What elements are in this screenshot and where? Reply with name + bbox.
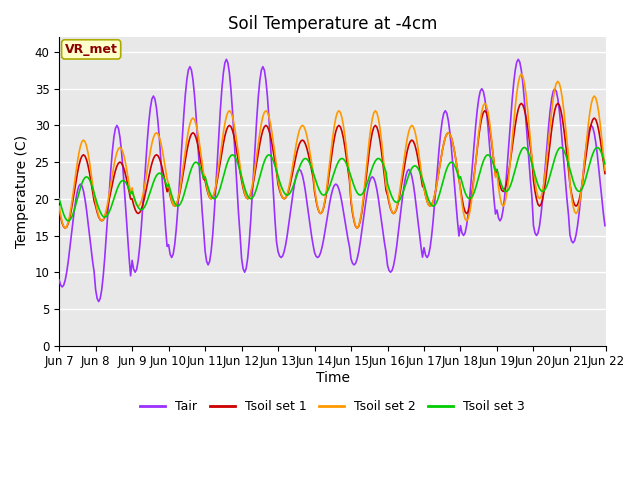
Text: VR_met: VR_met	[65, 43, 118, 56]
X-axis label: Time: Time	[316, 371, 350, 385]
Title: Soil Temperature at -4cm: Soil Temperature at -4cm	[228, 15, 438, 33]
Y-axis label: Temperature (C): Temperature (C)	[15, 135, 29, 248]
Legend: Tair, Tsoil set 1, Tsoil set 2, Tsoil set 3: Tair, Tsoil set 1, Tsoil set 2, Tsoil se…	[136, 395, 530, 418]
